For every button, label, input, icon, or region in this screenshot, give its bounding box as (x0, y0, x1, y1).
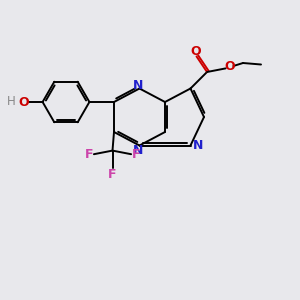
Text: F: F (108, 167, 117, 181)
Text: N: N (133, 144, 143, 158)
Text: O: O (224, 60, 235, 73)
Text: O: O (190, 44, 201, 58)
Text: N: N (133, 79, 143, 92)
Text: N: N (193, 139, 203, 152)
Text: F: F (85, 148, 93, 161)
Text: H: H (7, 95, 16, 108)
Text: F: F (132, 148, 140, 161)
Text: O: O (19, 95, 29, 109)
